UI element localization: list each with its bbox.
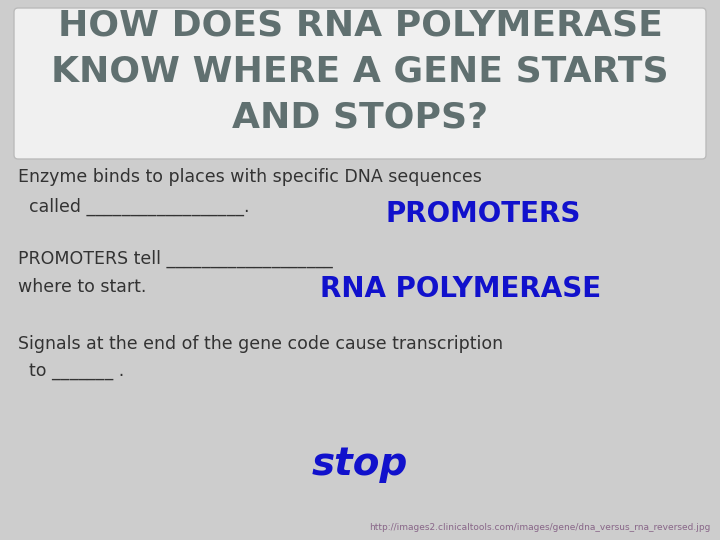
Text: AND STOPS?: AND STOPS? <box>232 100 488 134</box>
Text: called __________________.: called __________________. <box>18 198 250 216</box>
Text: stop: stop <box>312 445 408 483</box>
Text: PROMOTERS tell ___________________: PROMOTERS tell ___________________ <box>18 250 333 268</box>
Text: http://images2.clinicaltools.com/images/gene/dna_versus_rna_reversed.jpg: http://images2.clinicaltools.com/images/… <box>369 523 710 532</box>
Text: HOW DOES RNA POLYMERASE: HOW DOES RNA POLYMERASE <box>58 8 662 42</box>
Text: RNA POLYMERASE: RNA POLYMERASE <box>320 275 601 303</box>
Text: to _______ .: to _______ . <box>18 362 125 380</box>
FancyBboxPatch shape <box>14 8 706 159</box>
Text: Enzyme binds to places with specific DNA sequences: Enzyme binds to places with specific DNA… <box>18 168 482 186</box>
Text: KNOW WHERE A GENE STARTS: KNOW WHERE A GENE STARTS <box>51 55 669 89</box>
Text: PROMOTERS: PROMOTERS <box>385 200 580 228</box>
Text: Signals at the end of the gene code cause transcription: Signals at the end of the gene code caus… <box>18 335 503 353</box>
Text: where to start.: where to start. <box>18 278 146 296</box>
